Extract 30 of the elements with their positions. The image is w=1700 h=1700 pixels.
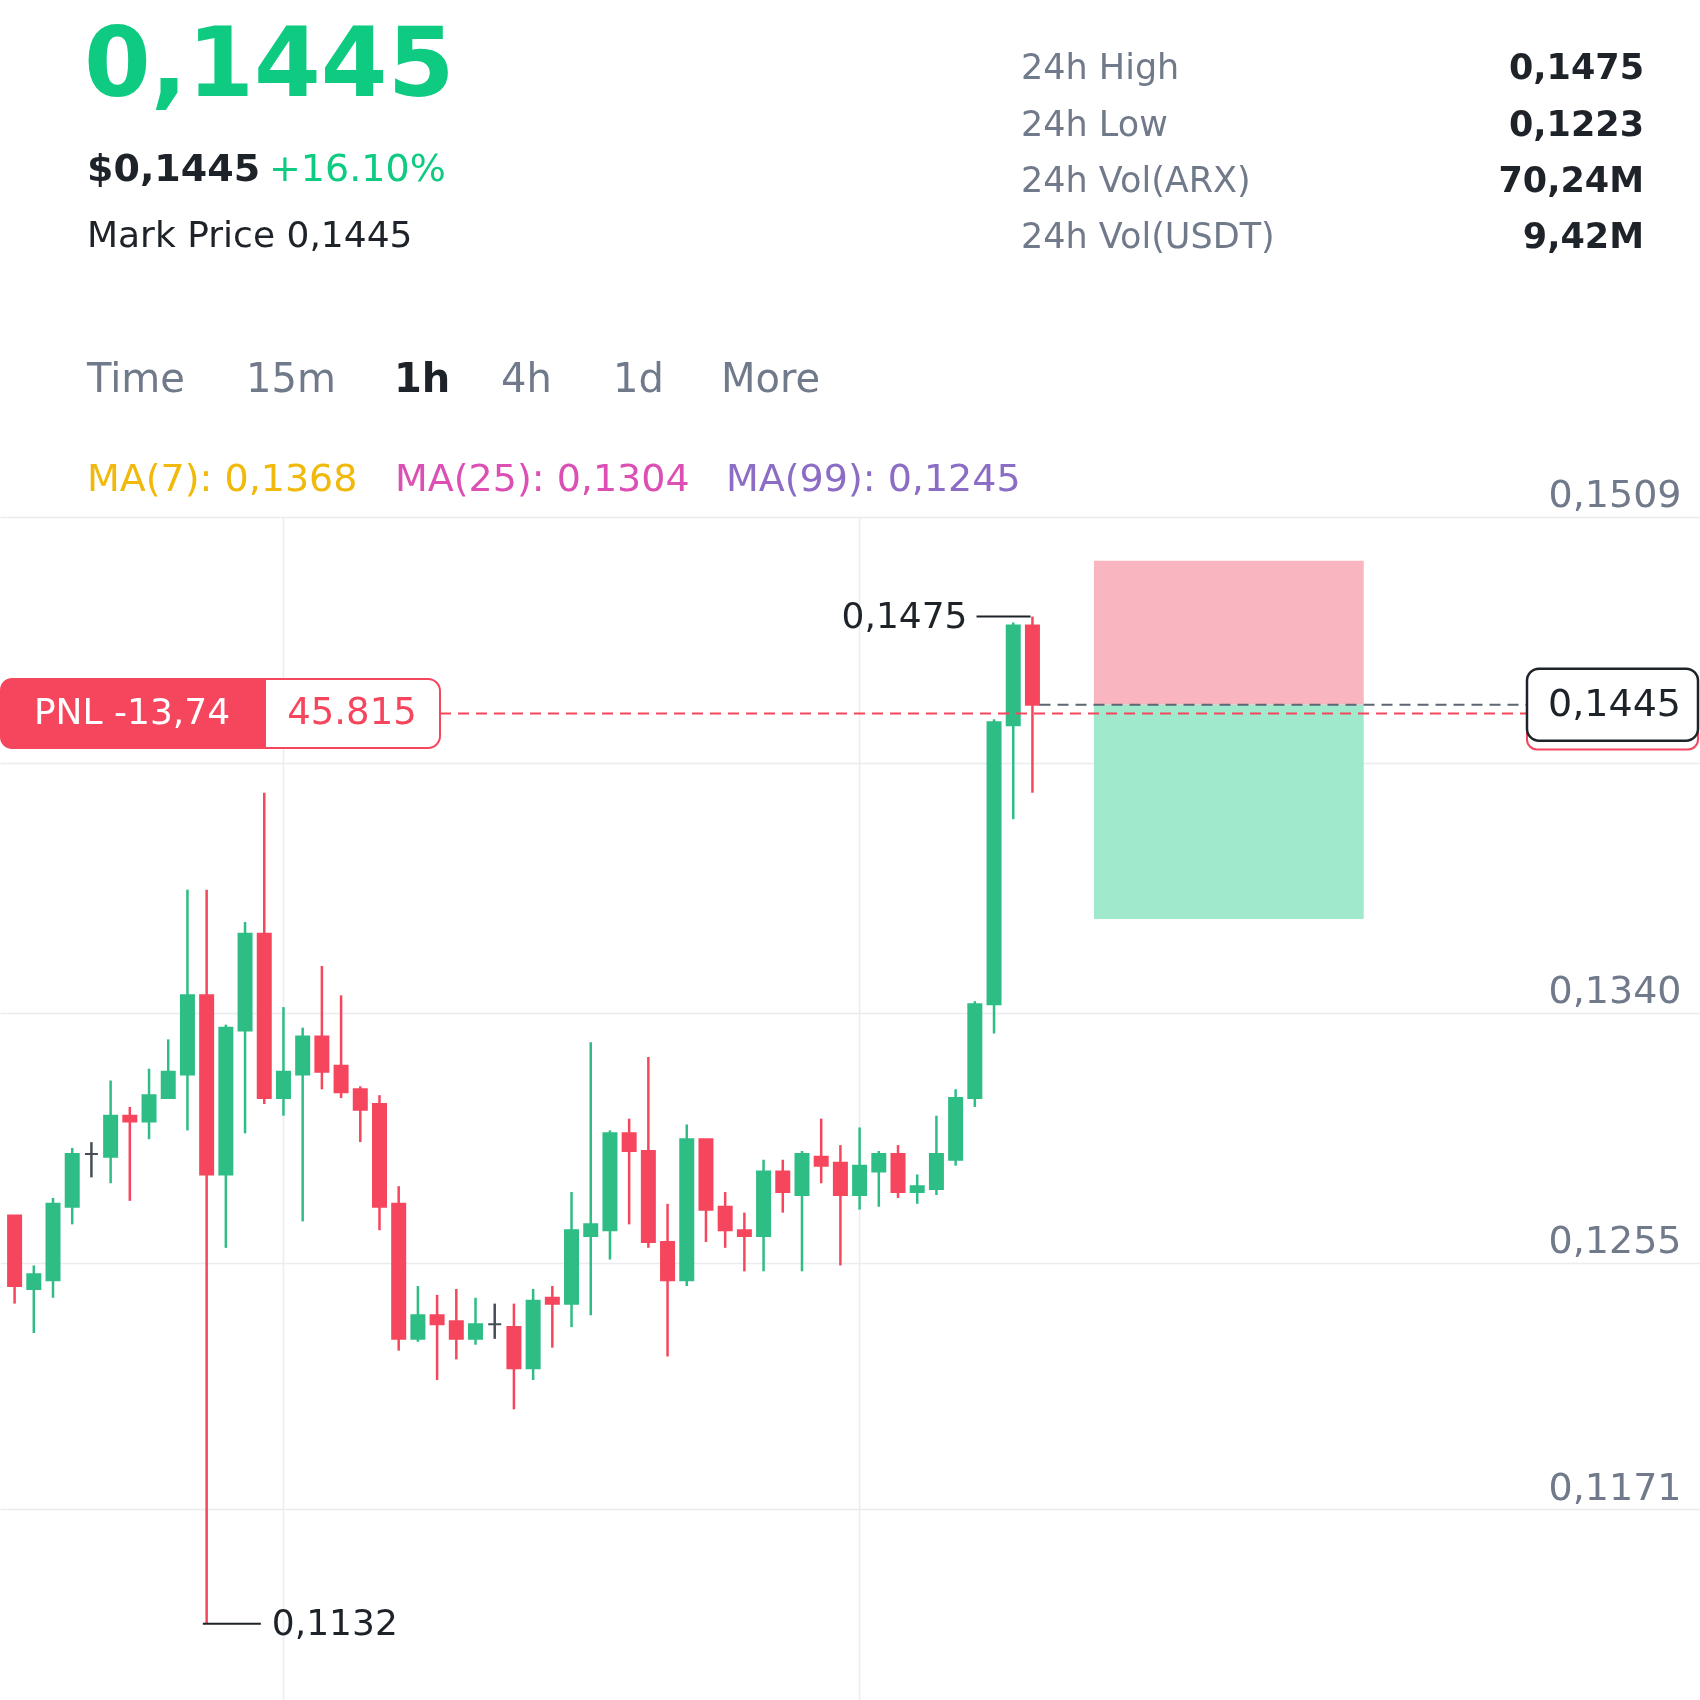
annotation: 15m [246,355,336,401]
annotation: MA(99): 0,1245 [726,456,1021,500]
y-tick-label: 0,1509 [1548,472,1682,517]
annotation: 0,1475 [841,594,968,636]
annotation: 1d [613,355,664,401]
annotation: Time [86,355,185,401]
annotation: PNL -13,74 [33,691,231,733]
annotation: More [721,355,821,401]
annotation: 0,1223 [1508,104,1644,144]
y-tick-label: 0,1340 [1548,968,1682,1013]
annotation: 4h [501,355,552,401]
annotation: 9,42M [1522,216,1644,256]
ref-line-label: 0,1445 [1548,680,1681,725]
annotation: 24h High [1021,47,1180,87]
y-tick-label: 0,1171 [1548,1464,1682,1509]
chart-title: 0,1445 [84,7,455,119]
annotation: 70,24M [1498,160,1644,200]
annotation: 45.815 [287,690,417,734]
annotation: MA(7): 0,1368 [87,456,358,500]
annotation: 24h Vol(ARX) [1021,160,1251,200]
annotation: $0,1445 [87,146,261,190]
y-tick-label: 0,1255 [1548,1218,1682,1263]
annotation: 0,1132 [271,1601,398,1643]
annotation: 1h [394,355,451,401]
annotation: MA(25): 0,1304 [395,456,690,500]
annotation: 24h Vol(USDT) [1021,216,1275,256]
annotation: 24h Low [1021,104,1168,144]
annotation: Mark Price 0,1445 [87,214,413,255]
annotation: 0,1475 [1508,47,1644,87]
annotation: +16.10% [269,146,446,190]
